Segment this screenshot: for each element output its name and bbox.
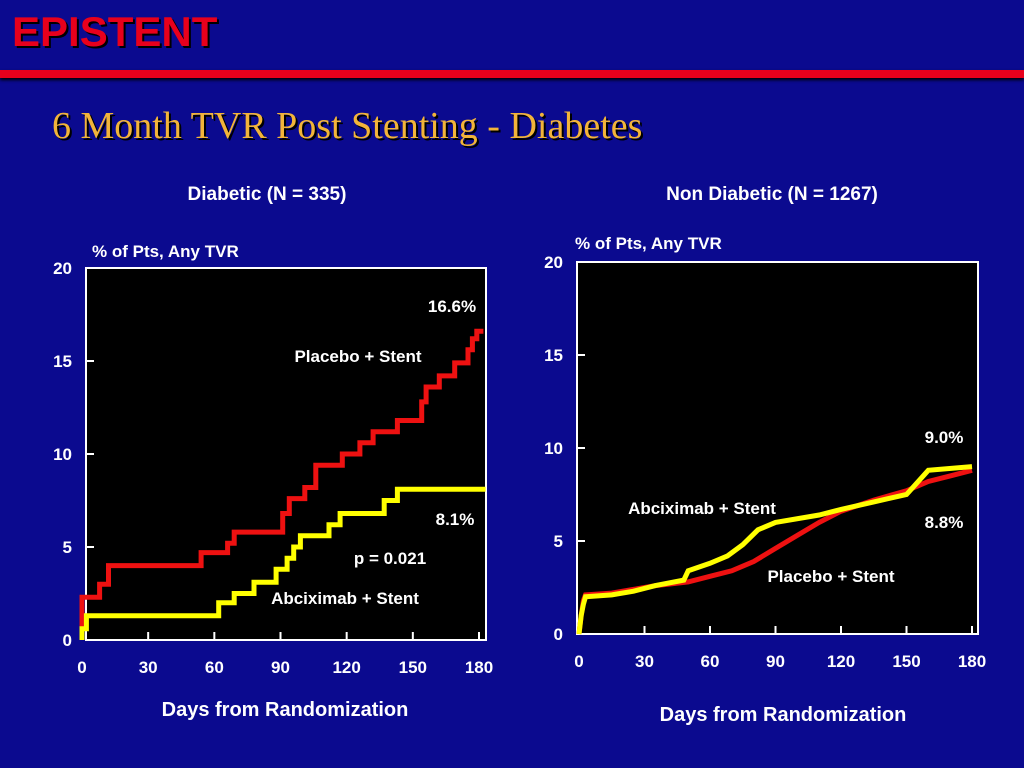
x-tick-label: 150 — [892, 652, 920, 671]
y-tick-label: 15 — [544, 346, 563, 365]
x-tick-label: 0 — [77, 658, 86, 677]
placebo-stent-line — [79, 328, 484, 640]
non-diabetic-placebo-annotation: Placebo + Stent — [767, 567, 894, 586]
y-tick-label: 10 — [53, 445, 72, 464]
non-diabetic-y-axis-label: % of Pts, Any TVR — [575, 234, 722, 253]
non-diabetic-placebo-end-label: 8.8% — [925, 513, 964, 532]
y-tick-label: 0 — [63, 631, 72, 650]
x-tick-label: 60 — [205, 658, 224, 677]
non-diabetic-series — [576, 464, 973, 635]
diabetic-placebo-annotation: Placebo + Stent — [294, 347, 421, 366]
x-tick-label: 90 — [766, 652, 785, 671]
y-tick-label: 0 — [554, 625, 563, 644]
non-diabetic-chart: Non Diabetic (N = 1267) % of Pts, Any TV… — [544, 184, 986, 726]
x-tick-label: 30 — [635, 652, 654, 671]
diabetic-placebo-end-label: 16.6% — [428, 297, 476, 316]
x-tick-label: 180 — [958, 652, 986, 671]
y-tick-label: 15 — [53, 352, 72, 371]
slide-subtitle: 6 Month TVR Post Stenting - Diabetes — [52, 105, 643, 147]
y-tick-label: 5 — [63, 538, 72, 557]
x-tick-label: 90 — [271, 658, 290, 677]
diabetic-chart-title: Diabetic (N = 335) — [188, 184, 347, 205]
non-diabetic-chart-title: Non Diabetic (N = 1267) — [666, 184, 878, 205]
non-diabetic-x-axis-label: Days from Randomization — [660, 704, 907, 726]
slide-title: EPISTENT — [12, 8, 218, 55]
x-tick-label: 30 — [139, 658, 158, 677]
y-tick-label: 5 — [554, 532, 563, 551]
diabetic-series — [79, 328, 486, 640]
diabetic-y-axis-label: % of Pts, Any TVR — [92, 242, 239, 261]
abciximab-stent-line — [79, 486, 486, 640]
abciximab-stent-line — [576, 464, 973, 635]
diabetic-abciximab-annotation: Abciximab + Stent — [271, 589, 419, 608]
diabetic-abciximab-end-label: 8.1% — [436, 510, 475, 529]
x-tick-label: 0 — [574, 652, 583, 671]
diabetic-x-axis-label: Days from Randomization — [162, 699, 409, 721]
title-divider — [0, 70, 1024, 78]
x-tick-label: 120 — [332, 658, 360, 677]
x-tick-label: 180 — [465, 658, 493, 677]
diabetic-ticks: 0 30 60 90 120 150 180 0 5 10 15 20 — [53, 259, 493, 677]
diabetic-plot-area — [85, 267, 487, 641]
y-tick-label: 20 — [544, 253, 563, 272]
x-tick-label: 150 — [399, 658, 427, 677]
y-tick-label: 20 — [53, 259, 72, 278]
diabetic-chart: Diabetic (N = 335) % of Pts, Any TVR 0 30… — [53, 184, 493, 721]
non-diabetic-plot-area — [576, 261, 979, 635]
non-diabetic-ticks: 0 30 60 90 120 150 180 0 5 10 15 20 — [544, 253, 986, 671]
non-diabetic-abciximab-annotation: Abciximab + Stent — [628, 499, 776, 518]
diabetic-p-value: p = 0.021 — [354, 549, 426, 568]
x-tick-label: 60 — [701, 652, 720, 671]
y-tick-label: 10 — [544, 439, 563, 458]
non-diabetic-abciximab-end-label: 9.0% — [925, 428, 964, 447]
x-tick-label: 120 — [827, 652, 855, 671]
